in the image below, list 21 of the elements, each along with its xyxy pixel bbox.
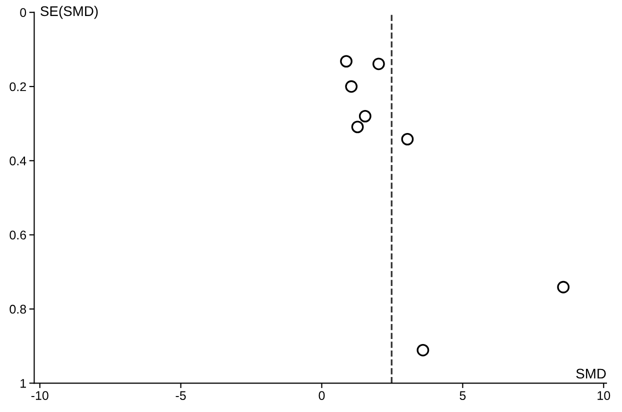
point (372, 58, 385, 70)
y-tick-label: 0 (20, 8, 26, 18)
point (340, 55, 352, 68)
y-tick-label: 0.2 (10, 82, 26, 92)
y-tick-label: 0.8 (10, 304, 26, 314)
y-tick-label: 0.6 (10, 230, 26, 240)
point (401, 132, 414, 146)
x-tick-label: 5 (460, 391, 466, 400)
y-axis-title: SE(SMD) (40, 6, 98, 19)
x-axis-title: SMD (576, 368, 606, 379)
x-tick-label: -5 (176, 391, 186, 400)
x-tick-label: 10 (598, 391, 610, 400)
point (358, 110, 372, 122)
x-tick-label: 0 (318, 391, 325, 400)
point (557, 280, 570, 294)
point (345, 80, 358, 93)
x-tick-label: -10 (31, 391, 48, 400)
y-tick-label: 0.4 (10, 156, 26, 166)
point (351, 120, 364, 134)
y-tick-label: 1 (20, 379, 26, 388)
point (416, 344, 430, 356)
